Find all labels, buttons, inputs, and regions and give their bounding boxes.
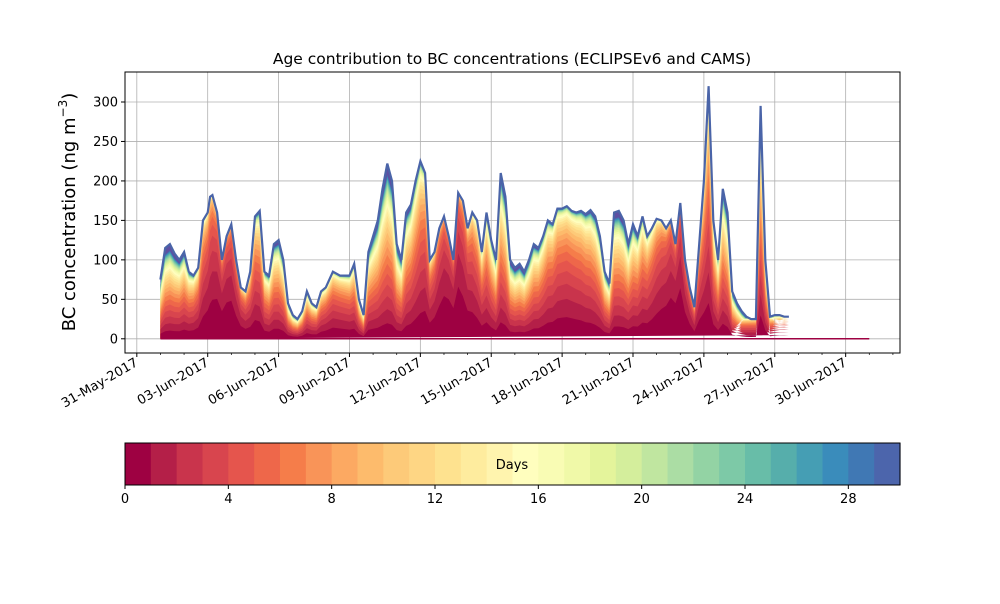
colorbar-tick-label: 16 (530, 492, 547, 507)
colorbar-tick-label: 0 (121, 492, 129, 507)
y-tick-label: 250 (93, 135, 118, 150)
age-band-0 (160, 286, 789, 339)
colorbar-cell (822, 443, 849, 485)
colorbar-tick-label: 12 (427, 492, 444, 507)
colorbar-cell (409, 443, 436, 485)
colorbar-cell (435, 443, 462, 485)
x-tick-label: 09-Jun-2017 (277, 355, 354, 408)
colorbar-cell (538, 443, 565, 485)
colorbar-cell (770, 443, 798, 485)
x-tick-label: 06-Jun-2017 (206, 355, 283, 408)
y-tick-label: 300 (93, 95, 118, 110)
colorbar-cell (357, 443, 384, 485)
stacked-area-plot (159, 86, 870, 340)
colorbar-ticks: 0 4 8 12 16 20 24 28 (121, 485, 857, 507)
colorbar-cell (383, 443, 410, 485)
colorbar-cell (615, 443, 643, 485)
total-series-line (159, 86, 789, 321)
y-axis-label: BC concentration (ng m−3) (56, 93, 80, 332)
colorbar-cell (228, 443, 255, 485)
colorbar-cell (796, 443, 824, 485)
x-tick-label: 24-Jun-2017 (631, 355, 708, 408)
chart-title: Age contribution to BC concentrations (E… (273, 50, 751, 68)
colorbar-cell (512, 443, 539, 485)
colorbar-cell (176, 443, 204, 485)
y-tick-label: 50 (101, 293, 118, 308)
colorbar-cell (667, 443, 694, 485)
colorbar-cells (125, 443, 901, 485)
colorbar-cell (848, 443, 875, 485)
plot-frame (124, 71, 901, 354)
colorbar-cell (305, 443, 333, 485)
x-tick-label: 21-Jun-2017 (560, 355, 637, 408)
colorbar-tick-label: 4 (224, 492, 232, 507)
colorbar-tick-label: 8 (328, 492, 336, 507)
colorbar-cell (254, 443, 281, 485)
x-tick-label: 27-Jun-2017 (702, 355, 779, 408)
colorbar-cell (745, 443, 772, 485)
y-tick-label: 0 (110, 332, 118, 347)
colorbar-cell (564, 443, 591, 485)
colorbar-cell (202, 443, 229, 485)
x-axis: 31-May-201703-Jun-201706-Jun-201709-Jun-… (59, 353, 894, 411)
x-tick-label: 15-Jun-2017 (418, 355, 495, 408)
colorbar-cell (125, 443, 152, 485)
x-tick-label: 18-Jun-2017 (489, 355, 566, 408)
colorbar-cell (719, 443, 746, 485)
y-tick-label: 100 (93, 253, 118, 268)
colorbar-cell (486, 443, 514, 485)
colorbar-tick-label: 28 (840, 492, 857, 507)
colorbar-cell (874, 443, 901, 485)
colorbar-frame (124, 442, 901, 486)
colorbar-cell (331, 443, 359, 485)
colorbar-label: Days (496, 458, 529, 473)
age-band-2 (160, 231, 789, 339)
age-band-1 (160, 253, 789, 339)
colorbar-tick-label: 24 (737, 492, 754, 507)
colorbar-cell (693, 443, 720, 485)
colorbar-cell (280, 443, 307, 485)
x-tick-label: 31-May-2017 (59, 355, 141, 411)
colorbar-cell (590, 443, 617, 485)
colorbar-cell (460, 443, 488, 485)
colorbar-cell (641, 443, 669, 485)
colorbar-tick-label: 20 (633, 492, 650, 507)
y-axis: 0 50 100 150 200 250 300 (93, 95, 125, 347)
x-tick-label: 30-Jun-2017 (773, 355, 850, 408)
x-tick-label: 03-Jun-2017 (135, 355, 212, 408)
x-tick-label: 12-Jun-2017 (348, 355, 425, 408)
colorbar-cell (150, 443, 178, 485)
y-tick-label: 200 (93, 174, 118, 189)
y-tick-label: 150 (93, 214, 118, 229)
colorbar: Days 0 4 8 12 16 20 24 28 (121, 442, 901, 507)
